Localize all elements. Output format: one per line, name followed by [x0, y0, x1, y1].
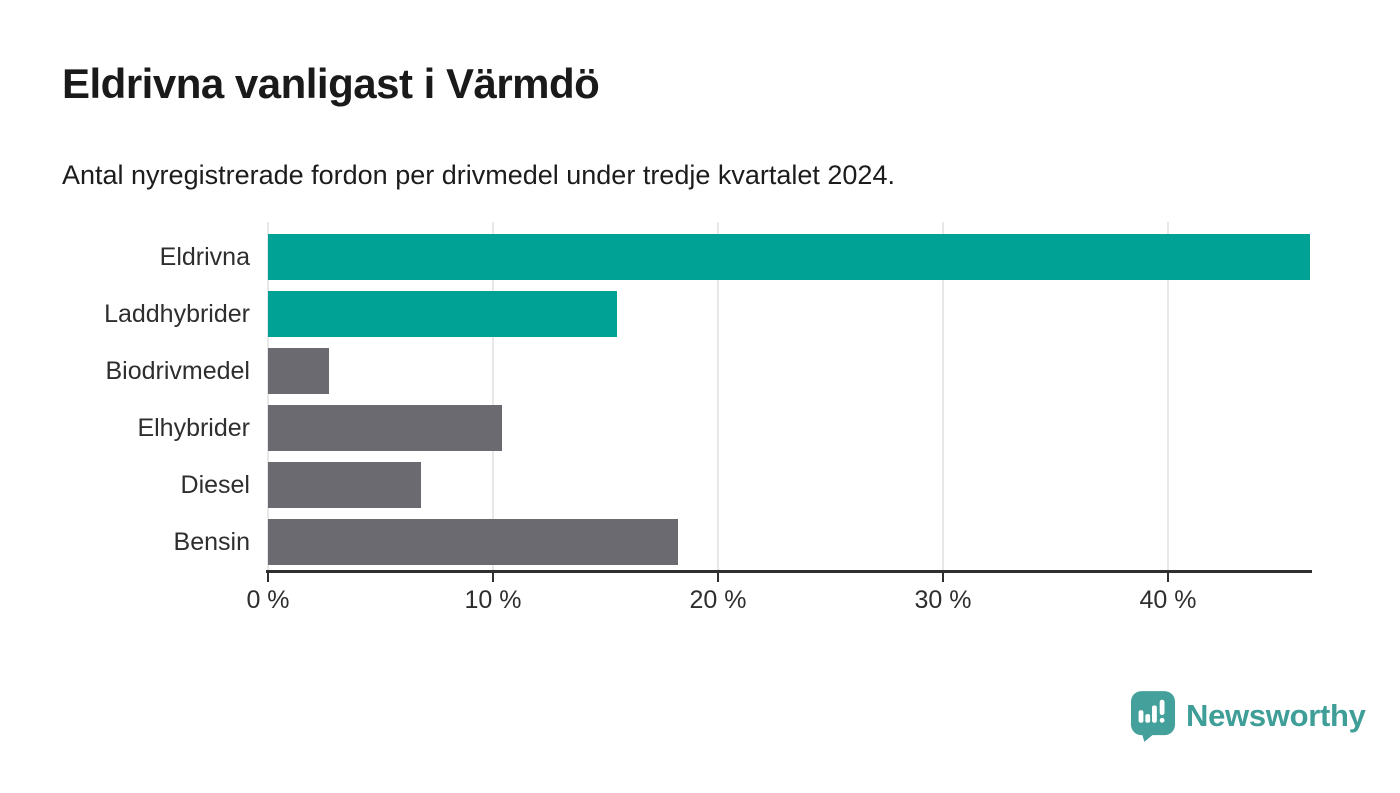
bar-eldrivna	[268, 234, 1310, 280]
chart-title: Eldrivna vanligast i Värmdö	[62, 60, 600, 107]
x-tick-label: 0 %	[246, 586, 290, 614]
bar-diesel	[268, 462, 421, 508]
category-label-diesel: Diesel	[180, 471, 250, 499]
gridline	[942, 222, 944, 571]
x-axis-tick	[717, 573, 719, 582]
x-tick-label: 30 %	[914, 586, 972, 614]
x-axis-line	[266, 570, 1312, 573]
category-label-biodrivmedel: Biodrivmedel	[105, 357, 250, 385]
brand-footer: Newsworthy	[1130, 690, 1366, 742]
bar-elhybrider	[268, 405, 502, 451]
newsworthy-logo-icon	[1130, 691, 1176, 742]
bar-biodrivmedel	[268, 348, 329, 394]
gridline	[717, 222, 719, 571]
plot-area	[267, 222, 1312, 571]
x-axis-tick	[267, 573, 269, 582]
chart-subtitle: Antal nyregistrerade fordon per drivmede…	[62, 160, 895, 190]
x-tick-label: 10 %	[464, 586, 522, 614]
category-label-laddhybrider: Laddhybrider	[104, 300, 250, 328]
gridline	[492, 222, 494, 571]
gridline	[1167, 222, 1169, 571]
x-tick-label: 40 %	[1139, 586, 1197, 614]
x-tick-label: 20 %	[689, 586, 747, 614]
x-axis-tick	[492, 573, 494, 582]
category-label-eldrivna: Eldrivna	[159, 243, 250, 271]
bar-bensin	[268, 519, 678, 565]
bar-laddhybrider	[268, 291, 617, 337]
gridline	[267, 222, 269, 571]
category-label-elhybrider: Elhybrider	[137, 414, 250, 442]
category-label-bensin: Bensin	[173, 528, 250, 556]
brand-name: Newsworthy	[1186, 698, 1366, 733]
x-axis-tick	[1167, 573, 1169, 582]
x-axis-tick	[942, 573, 944, 582]
